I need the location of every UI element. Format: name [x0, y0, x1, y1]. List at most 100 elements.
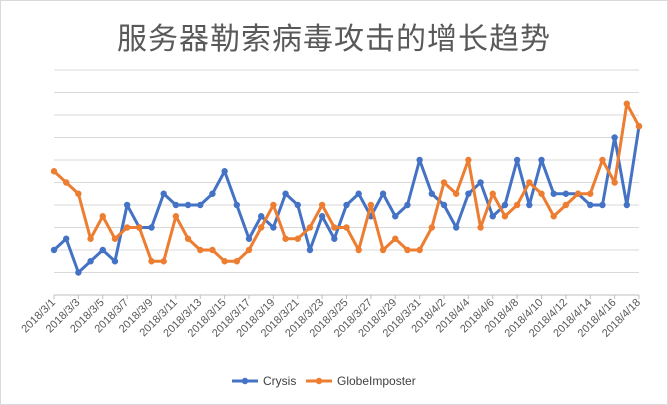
point-crysis: [111, 258, 119, 265]
point-globeimposter: [99, 213, 106, 220]
legend-marker-globeimposter: [315, 377, 323, 385]
point-crysis: [392, 213, 399, 220]
point-globeimposter: [270, 201, 277, 209]
point-globeimposter: [452, 190, 460, 197]
point-crysis: [452, 224, 460, 231]
point-crysis: [270, 224, 277, 231]
x-axis: 2018/3/12018/3/32018/3/52018/3/72018/3/9…: [19, 294, 643, 340]
point-globeimposter: [75, 190, 82, 197]
point-crysis: [87, 258, 94, 265]
point-globeimposter: [489, 190, 496, 197]
point-globeimposter: [379, 246, 387, 254]
point-crysis: [257, 213, 265, 220]
point-crysis: [221, 168, 228, 175]
point-globeimposter: [501, 213, 509, 220]
point-crysis: [99, 246, 106, 254]
point-crysis: [465, 190, 472, 197]
point-crysis: [245, 235, 253, 242]
point-globeimposter: [221, 258, 228, 265]
point-crysis: [197, 201, 204, 209]
chart-title: 服务器勒索病毒攻击的增长趋势: [117, 22, 551, 57]
legend-label-globeimposter: GlobeImposter: [337, 374, 416, 388]
point-globeimposter: [257, 224, 265, 231]
point-globeimposter: [331, 224, 338, 231]
legend-marker-crysis: [241, 377, 249, 385]
point-globeimposter: [538, 190, 545, 197]
point-crysis: [331, 235, 338, 242]
point-globeimposter: [282, 235, 289, 242]
point-crysis: [355, 190, 362, 197]
point-globeimposter: [635, 123, 643, 130]
point-globeimposter: [160, 258, 167, 265]
point-crysis: [538, 156, 545, 164]
point-crysis: [416, 156, 423, 164]
point-crysis: [599, 201, 606, 209]
point-crysis: [440, 201, 448, 209]
point-globeimposter: [440, 179, 448, 186]
point-crysis: [123, 201, 131, 209]
point-globeimposter: [599, 156, 606, 164]
point-globeimposter: [50, 168, 58, 175]
point-crysis: [75, 269, 82, 276]
point-crysis: [501, 201, 509, 209]
point-globeimposter: [392, 235, 399, 242]
point-crysis: [404, 201, 411, 209]
legend: Crysis GlobeImposter: [232, 374, 416, 388]
point-globeimposter: [233, 258, 241, 265]
point-globeimposter: [428, 224, 436, 231]
point-globeimposter: [172, 213, 180, 220]
series-line-crysis: [52, 124, 641, 274]
point-crysis: [294, 201, 301, 209]
point-globeimposter: [87, 235, 94, 242]
point-crysis: [526, 201, 533, 209]
point-globeimposter: [562, 201, 570, 209]
point-globeimposter: [306, 224, 314, 231]
point-crysis: [623, 201, 631, 209]
point-globeimposter: [318, 201, 326, 209]
point-globeimposter: [550, 213, 557, 220]
point-globeimposter: [477, 224, 484, 231]
point-crysis: [379, 190, 387, 197]
series-layer: [50, 100, 643, 276]
point-crysis: [209, 190, 216, 197]
point-crysis: [611, 134, 618, 141]
point-crysis: [160, 190, 167, 197]
point-globeimposter: [209, 246, 216, 254]
point-globeimposter: [513, 201, 521, 209]
point-globeimposter: [197, 246, 204, 254]
point-crysis: [587, 201, 594, 209]
point-globeimposter: [245, 246, 253, 254]
point-crysis: [62, 235, 70, 242]
point-globeimposter: [574, 190, 582, 197]
point-crysis: [148, 224, 155, 231]
point-crysis: [282, 190, 289, 197]
point-globeimposter: [123, 224, 131, 231]
point-globeimposter: [404, 246, 411, 254]
point-crysis: [428, 190, 436, 197]
point-globeimposter: [465, 156, 472, 164]
point-globeimposter: [294, 235, 301, 242]
point-globeimposter: [343, 224, 350, 231]
point-globeimposter: [367, 201, 375, 209]
point-crysis: [318, 213, 326, 220]
point-globeimposter: [148, 258, 155, 265]
legend-label-crysis: Crysis: [263, 374, 296, 388]
point-crysis: [477, 179, 484, 186]
point-crysis: [513, 156, 521, 164]
point-globeimposter: [355, 246, 362, 254]
gridlines: [54, 69, 639, 296]
point-crysis: [50, 246, 58, 254]
point-globeimposter: [611, 179, 618, 186]
point-crysis: [343, 201, 350, 209]
point-globeimposter: [623, 100, 631, 107]
point-globeimposter: [416, 246, 423, 254]
point-globeimposter: [526, 179, 533, 186]
point-crysis: [306, 246, 314, 254]
point-globeimposter: [62, 179, 70, 186]
point-globeimposter: [587, 190, 594, 197]
point-crysis: [184, 201, 192, 209]
point-crysis: [550, 190, 557, 197]
point-globeimposter: [184, 235, 192, 242]
